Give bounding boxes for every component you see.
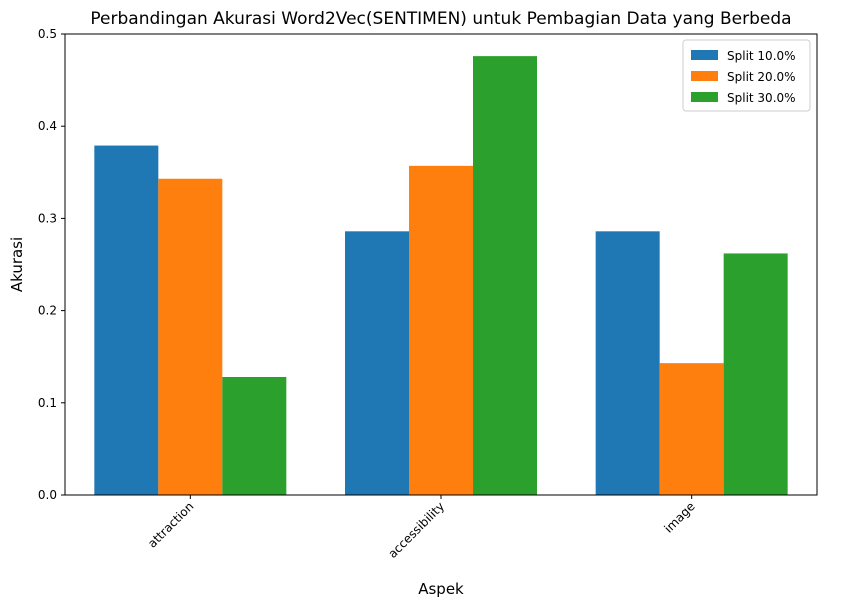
- chart-title: Perbandingan Akurasi Word2Vec(SENTIMEN) …: [90, 9, 791, 29]
- y-tick-label: 0.3: [38, 211, 57, 225]
- y-axis: 0.0 0.1 0.2 0.3 0.4 0.5: [38, 27, 65, 502]
- bar-image-series-1: [595, 231, 660, 496]
- bar-accessibility-series-2: [409, 165, 473, 495]
- bar-image-series-3: [723, 253, 788, 495]
- bars-group: [94, 56, 788, 496]
- bar-accessibility-series-1: [345, 231, 409, 496]
- x-tick-label-image: image: [661, 499, 697, 535]
- bar-image-series-2: [659, 363, 724, 495]
- y-tick-label: 0.4: [38, 119, 57, 133]
- y-tick-label: 0.2: [38, 304, 57, 318]
- bar-attraction-series-1: [94, 145, 159, 495]
- legend-swatch: [691, 92, 718, 102]
- legend-swatch: [691, 50, 718, 60]
- x-tick-label-accessibility: accessibility: [385, 499, 447, 561]
- y-tick-label: 0.0: [38, 488, 57, 502]
- bar-attraction-series-2: [158, 178, 223, 495]
- legend-label: Split 30.0%: [727, 91, 796, 105]
- bar-accessibility-series-3: [473, 56, 537, 496]
- x-axis: attraction accessibility image: [145, 495, 698, 561]
- y-tick-label: 0.1: [38, 396, 57, 410]
- legend-swatch: [691, 71, 718, 81]
- y-tick-label: 0.5: [38, 27, 57, 41]
- legend: Split 10.0% Split 20.0% Split 30.0%: [682, 39, 811, 112]
- legend-label: Split 20.0%: [727, 70, 796, 84]
- y-axis-label: Akurasi: [8, 237, 26, 292]
- bar-attraction-series-3: [222, 376, 287, 495]
- x-tick-label-attraction: attraction: [145, 499, 196, 550]
- legend-label: Split 10.0%: [727, 49, 796, 63]
- x-axis-label: Aspek: [418, 580, 464, 598]
